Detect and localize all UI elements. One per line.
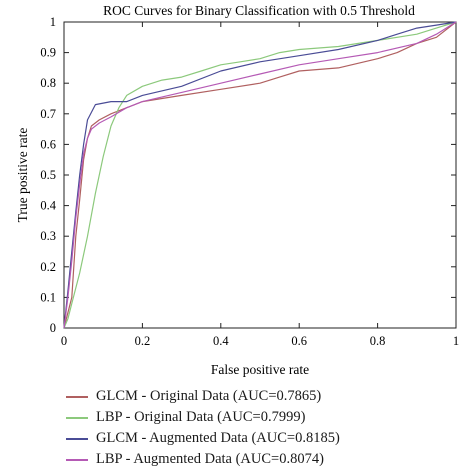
x-tick-label: 0.2 — [135, 334, 151, 348]
chart-legend: GLCM - Original Data (AUC=0.7865) LBP - O… — [66, 386, 466, 470]
y-tick-label: 0.3 — [40, 229, 56, 243]
legend-label: LBP - Augmented Data (AUC=0.8074) — [96, 451, 324, 467]
y-tick-label: 0.1 — [40, 290, 56, 304]
legend-item: GLCM - Augmented Data (AUC=0.8185) — [66, 428, 466, 449]
legend-label: GLCM - Original Data (AUC=0.7865) — [96, 388, 322, 404]
legend-label: LBP - Original Data (AUC=0.7999) — [96, 409, 306, 425]
roc-series-line-4 — [63, 21, 457, 329]
y-tick-label: 0.2 — [40, 260, 56, 274]
x-tick-label: 0.4 — [213, 334, 229, 348]
y-tick-label: 0 — [50, 321, 56, 335]
y-tick-label: 0.7 — [40, 107, 56, 121]
x-tick-label: 0.6 — [291, 334, 307, 348]
legend-swatch — [66, 458, 88, 461]
chart-title: ROC Curves for Binary Classification wit… — [103, 3, 415, 18]
x-tick-label: 0 — [61, 334, 67, 348]
plot-area-frame — [63, 21, 457, 329]
legend-item: LBP - Original Data (AUC=0.7999) — [66, 407, 466, 428]
legend-swatch — [66, 437, 88, 440]
x-tick-label: 1 — [453, 334, 459, 348]
legend-swatch — [66, 416, 88, 419]
x-axis-label: False positive rate — [211, 362, 309, 377]
y-tick-label: 0.9 — [40, 46, 56, 60]
legend-swatch — [66, 395, 88, 398]
legend-label: GLCM - Augmented Data (AUC=0.8185) — [96, 430, 340, 446]
roc-series-line-1 — [63, 21, 457, 329]
y-tick-label: 0.5 — [40, 168, 56, 182]
y-tick-label: 0.4 — [40, 199, 56, 213]
roc-series-line-2 — [63, 21, 457, 329]
legend-item: LBP - Augmented Data (AUC=0.8074) — [66, 449, 466, 470]
y-tick-label: 1 — [50, 15, 56, 29]
y-tick-label: 0.8 — [40, 76, 56, 90]
y-tick-label: 0.6 — [40, 137, 56, 151]
x-tick-label: 0.8 — [370, 334, 386, 348]
legend-item: GLCM - Original Data (AUC=0.7865) — [66, 386, 466, 407]
y-axis-label: True positive rate — [15, 128, 30, 223]
roc-series-line-3 — [63, 21, 457, 329]
